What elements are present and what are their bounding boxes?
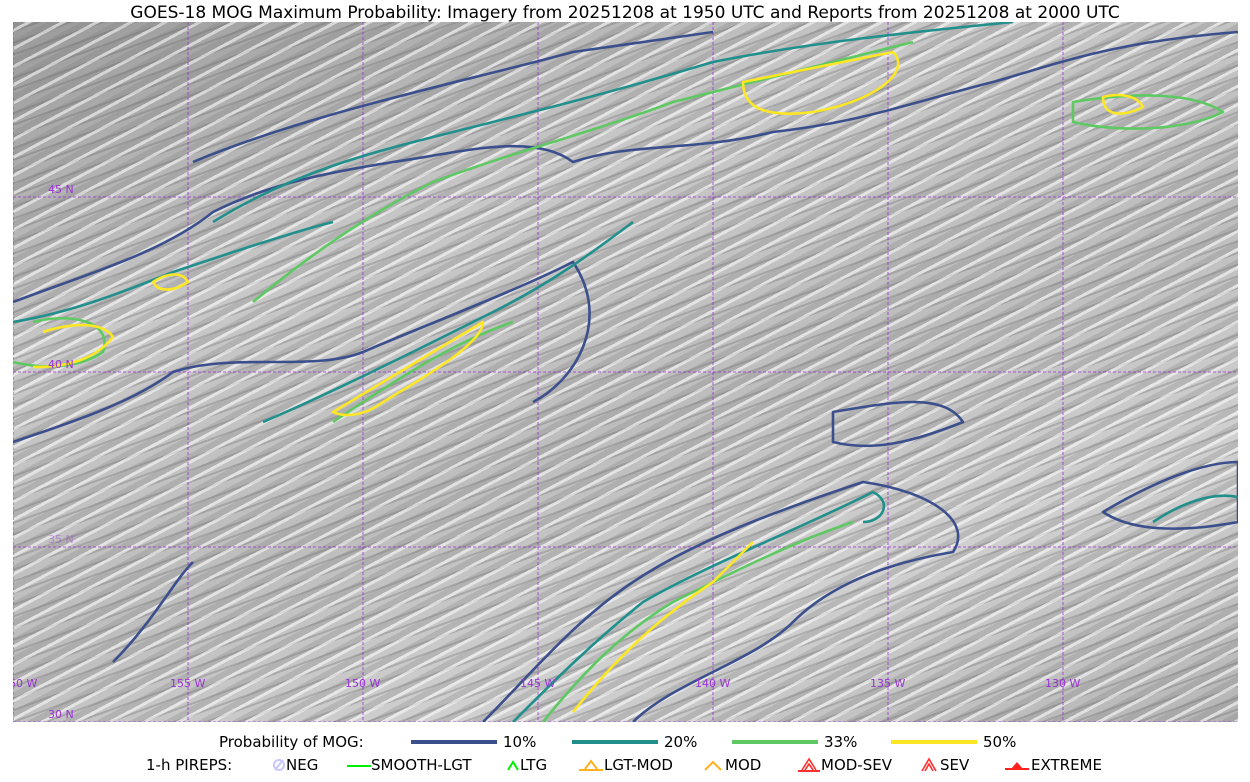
legend-label: 50% [983, 733, 1017, 751]
legend-label: NEG [286, 756, 319, 774]
legend-item-lgt-mod: LGT-MOD [578, 756, 673, 774]
map-overlay [13, 22, 1238, 722]
legend-label: MOD-SEV [821, 756, 892, 774]
contour-50 [32, 50, 1145, 713]
pirep-legend-title: 1-h PIREPS: [146, 756, 233, 774]
legend-label: EXTREME [1031, 756, 1102, 774]
lon-label-140w: 140 W [695, 677, 731, 690]
legend-item-mod-sev: MOD-SEV [797, 756, 892, 774]
contour-33 [13, 40, 1225, 722]
legend-label: LGT-MOD [604, 756, 673, 774]
filled-triangle-icon [1005, 762, 1029, 770]
double-caret-bar-icon [798, 757, 820, 772]
satellite-map: 160 W 155 W 150 W 145 W 140 W 135 W 130 … [13, 22, 1238, 722]
lon-label-155w: 155 W [170, 677, 206, 690]
contour-20 [13, 22, 1238, 722]
probability-legend-title: Probability of MOG: [219, 733, 364, 751]
contour-10 [13, 30, 1238, 722]
legend-item-mod: MOD [701, 756, 761, 774]
double-caret-icon [921, 757, 937, 772]
legend-label: SEV [940, 756, 970, 774]
lon-label-135w: 135 W [870, 677, 906, 690]
lon-label-145w: 145 W [520, 677, 556, 690]
legend-label: SMOOTH-LGT [371, 756, 472, 774]
legend-swatch [732, 740, 818, 744]
caret-icon [704, 760, 722, 771]
lon-label-130w: 130 W [1045, 677, 1081, 690]
legend-swatch [411, 740, 497, 744]
legend-item-smooth-lgt: SMOOTH-LGT [347, 756, 472, 774]
legend-item-20: 20% [572, 733, 697, 751]
neg-icon [273, 759, 285, 771]
lat-label-35n: 35 N [48, 533, 74, 546]
legend-label: 10% [503, 733, 537, 751]
legend-label: 33% [824, 733, 858, 751]
caret-bar-icon [579, 759, 603, 771]
legend-item-33: 33% [732, 733, 857, 751]
pirep-legend: 1-h PIREPS: NEG SMOOTH-LGT LTG LGT-MOD M… [0, 756, 1250, 776]
lat-label-30n: 30 N [48, 708, 74, 721]
lon-label-160w: 160 W [13, 677, 38, 690]
legend-item-extreme: EXTREME [1003, 756, 1102, 774]
legend-label: MOD [725, 756, 762, 774]
probability-legend: Probability of MOG: 10% 20% 33% 50% [0, 733, 1250, 753]
legend-item-sev: SEV [918, 756, 969, 774]
lat-label-40n: 40 N [48, 358, 74, 371]
legend-item-ltg: LTG [506, 756, 547, 774]
lat-label-45n: 45 N [48, 183, 74, 196]
legend-label: 20% [664, 733, 698, 751]
legend-label: LTG [520, 756, 548, 774]
legend-swatch [572, 740, 658, 744]
lon-label-150w: 150 W [345, 677, 381, 690]
legend-item-10: 10% [411, 733, 536, 751]
smooth-line-icon [347, 765, 371, 767]
caret-icon [507, 760, 519, 771]
chart-title: GOES-18 MOG Maximum Probability: Imagery… [130, 3, 1120, 23]
legend-item-50: 50% [891, 733, 1016, 751]
legend-item-neg: NEG [272, 756, 318, 774]
legend-swatch [891, 740, 977, 744]
